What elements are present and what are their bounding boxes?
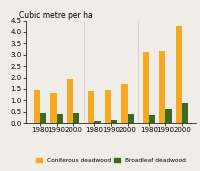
Bar [67,79,73,123]
Bar [176,25,182,123]
Bar [111,120,117,123]
Bar [94,121,101,123]
Bar [105,90,111,123]
Legend: Coniferous deadwood, Broadleaf deadwood: Coniferous deadwood, Broadleaf deadwood [36,158,186,163]
Bar [128,114,134,123]
Bar [34,90,40,123]
Bar [149,115,155,123]
Bar [121,84,128,123]
Bar [159,51,165,123]
Bar [88,91,94,123]
Bar [50,94,57,123]
Bar [57,114,63,123]
Bar [73,113,79,123]
Bar [182,103,188,123]
Bar [143,52,149,123]
Bar [40,113,46,123]
Bar [165,109,172,123]
Text: Cubic metre per ha: Cubic metre per ha [19,11,93,20]
